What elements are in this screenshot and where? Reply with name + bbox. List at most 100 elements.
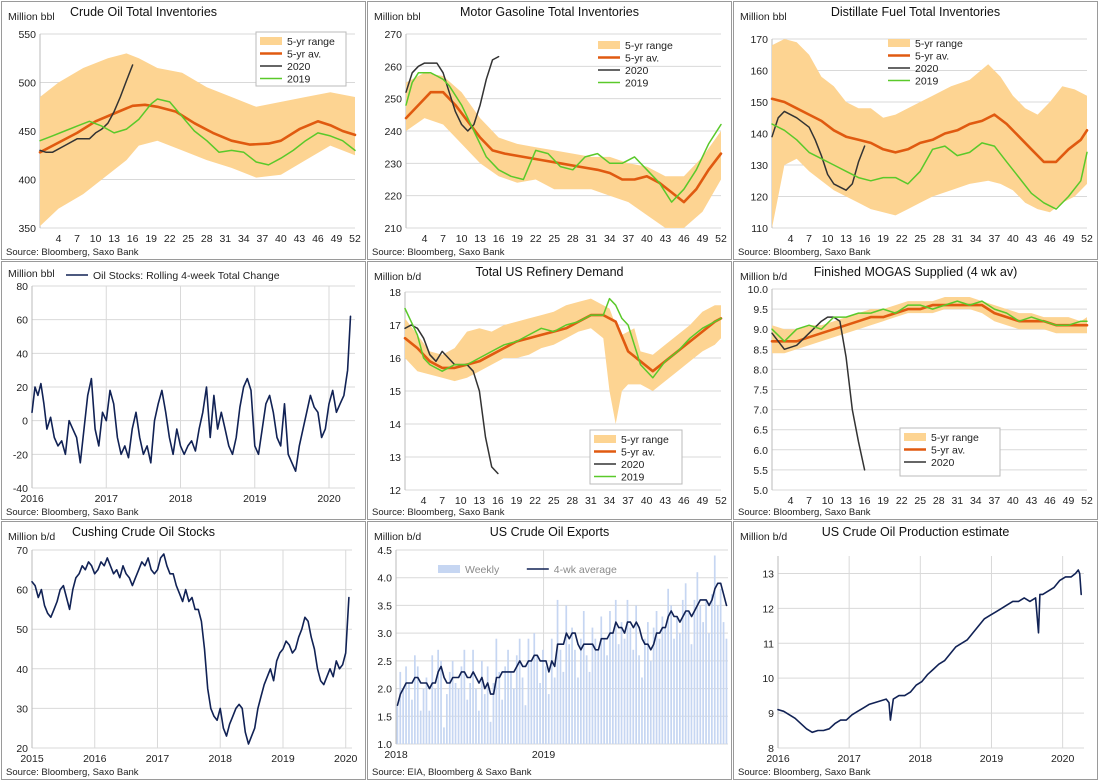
x-tick-label: 37	[989, 495, 1001, 507]
x-tick-label: 2018	[169, 493, 193, 505]
y-tick-label: 7.5	[753, 385, 768, 397]
chart-svg: 12 13 14 15 16 17 18 4 7 10 13 16 19 22 25 28 31 34 37 40 43…	[372, 265, 727, 518]
chart-svg: 8 9 10 11 12 13 2016 2017 2018 2019 2020 US Crude O…	[738, 525, 1084, 778]
x-tick-label: 10	[455, 495, 467, 507]
x-tick-label: 7	[440, 233, 446, 245]
bar	[673, 638, 675, 744]
legend-label: 5-yr av.	[931, 445, 965, 457]
bar	[542, 649, 544, 744]
bar	[510, 671, 512, 744]
bar	[498, 671, 501, 744]
bar	[405, 666, 407, 744]
series-line	[771, 300, 1088, 343]
x-tick-label: 31	[951, 233, 963, 245]
x-tick-label: 49	[1063, 233, 1075, 245]
legend-label: 5-yr range	[621, 434, 669, 446]
x-tick-label: 25	[548, 495, 560, 507]
x-tick-label: 46	[678, 495, 690, 507]
y-tick-label: 210	[384, 223, 402, 235]
y-tick-label: 5.0	[753, 485, 768, 497]
bar	[565, 605, 568, 744]
chart-svg: 1.0 1.5 2.0 2.5 3.0 3.5 4.0 4.5 2018 2019 US Crude…	[372, 525, 728, 778]
series-line	[405, 55, 500, 132]
y-tick-label: 230	[384, 158, 402, 170]
x-tick-label: 31	[219, 233, 231, 245]
y-tick-label: 12	[762, 603, 774, 615]
y-tick-label: 8	[768, 743, 774, 755]
legend-label: 2020	[287, 61, 311, 73]
legend-label: 5-yr range	[287, 36, 335, 48]
bar	[649, 660, 652, 744]
bar	[443, 727, 445, 744]
legend-label: Weekly	[465, 564, 500, 576]
y-tick-label: 1.5	[377, 711, 392, 723]
series-line	[31, 553, 350, 745]
y-tick-label: 240	[384, 126, 402, 138]
bar	[725, 638, 728, 744]
bar	[530, 660, 533, 744]
bar	[469, 683, 472, 744]
y-tick-label: 14	[389, 419, 401, 431]
bar	[652, 627, 655, 744]
y-tick-label: 250	[384, 94, 402, 106]
series-line	[771, 123, 1088, 210]
legend-label: 2019	[625, 78, 649, 90]
x-tick-label: 19	[877, 495, 889, 507]
source-note: Source: Bloomberg, Saxo Bank	[738, 507, 871, 518]
x-tick-label: 40	[1007, 495, 1019, 507]
y-tick-label: 9	[768, 708, 774, 720]
x-tick-label: 28	[566, 495, 578, 507]
y-axis-label: Million bbl	[8, 11, 55, 23]
x-tick-label: 7	[806, 495, 812, 507]
x-tick-label: 46	[1044, 495, 1056, 507]
y-tick-label: 60	[16, 315, 28, 327]
x-tick-label: 37	[622, 495, 634, 507]
x-tick-label: 7	[439, 495, 445, 507]
y-tick-label: 15	[389, 386, 401, 398]
bar	[664, 627, 667, 744]
legend-label: 2020	[625, 65, 649, 77]
series-line	[405, 72, 722, 203]
series-line	[404, 297, 722, 379]
bar	[486, 666, 489, 744]
source-note: Source: Bloomberg, Saxo Bank	[738, 247, 871, 258]
y-axis-label: Million bbl	[740, 11, 787, 23]
bar	[428, 710, 431, 744]
x-tick-label: 28	[201, 233, 213, 245]
bar	[629, 627, 632, 744]
bar	[399, 671, 402, 744]
bar	[481, 660, 483, 744]
y-tick-label: 20	[16, 743, 28, 755]
legend-swatch	[598, 41, 620, 49]
bar	[690, 644, 693, 744]
bar	[670, 605, 673, 744]
x-tick-label: 10	[456, 233, 468, 245]
bar	[440, 660, 442, 744]
x-tick-label: 13	[108, 233, 120, 245]
bar	[451, 660, 454, 744]
bar	[571, 627, 573, 744]
bar	[425, 677, 428, 744]
x-tick-label: 2015	[20, 753, 44, 765]
legend-label: 5-yr av.	[915, 51, 949, 63]
x-tick-label: 16	[492, 495, 504, 507]
bar	[483, 694, 486, 744]
y-tick-label: 170	[750, 34, 768, 46]
x-tick-label: 37	[257, 233, 269, 245]
bar	[617, 644, 620, 744]
source-note: Source: Bloomberg, Saxo Bank	[372, 247, 505, 258]
x-tick-label: 2017	[837, 753, 861, 765]
y-tick-label: 10	[762, 673, 774, 685]
y-tick-label: 110	[751, 223, 768, 235]
x-tick-label: 4	[788, 233, 794, 245]
x-tick-label: 2016	[20, 493, 44, 505]
bar	[504, 666, 507, 744]
y-axis-label: Million b/d	[374, 271, 421, 283]
x-tick-label: 7	[74, 233, 80, 245]
bar	[408, 683, 410, 744]
chart-panel: 1.0 1.5 2.0 2.5 3.0 3.5 4.0 4.5 2018 2019 US Crude…	[367, 521, 732, 780]
bar	[667, 588, 670, 744]
x-tick-label: 49	[1063, 495, 1075, 507]
bar	[676, 616, 678, 744]
